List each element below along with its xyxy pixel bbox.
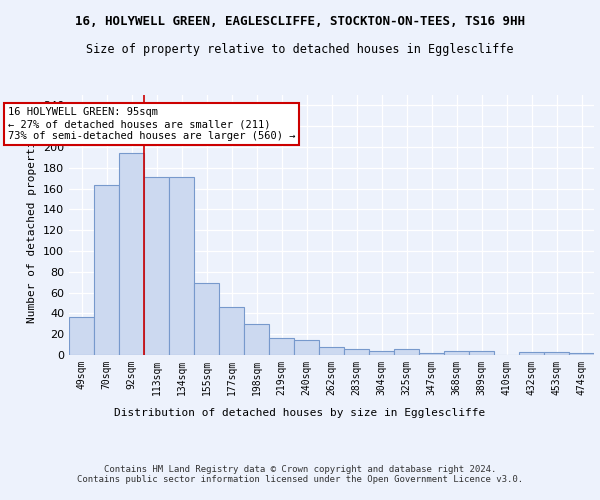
Bar (469, 351, 494, 355)
Bar (444, 351, 469, 355)
Bar (344, 349, 369, 355)
Bar (169, 177, 194, 355)
Bar (94, 186, 119, 355)
Bar (194, 283, 219, 355)
Bar (69, 316, 94, 355)
Text: Size of property relative to detached houses in Egglescliffe: Size of property relative to detached ho… (86, 42, 514, 56)
Bar (119, 153, 144, 355)
Bar (244, 324, 269, 355)
Y-axis label: Number of detached properties: Number of detached properties (28, 127, 37, 323)
Bar (219, 307, 244, 355)
Bar (544, 352, 569, 355)
Bar (394, 349, 419, 355)
Bar (419, 353, 444, 355)
Bar (269, 338, 294, 355)
Text: 16, HOLYWELL GREEN, EAGLESCLIFFE, STOCKTON-ON-TEES, TS16 9HH: 16, HOLYWELL GREEN, EAGLESCLIFFE, STOCKT… (75, 15, 525, 28)
Bar (519, 352, 544, 355)
Text: Distribution of detached houses by size in Egglescliffe: Distribution of detached houses by size … (115, 408, 485, 418)
Text: Contains HM Land Registry data © Crown copyright and database right 2024.
Contai: Contains HM Land Registry data © Crown c… (77, 465, 523, 484)
Text: 16 HOLYWELL GREEN: 95sqm
← 27% of detached houses are smaller (211)
73% of semi-: 16 HOLYWELL GREEN: 95sqm ← 27% of detach… (8, 108, 295, 140)
Bar (319, 346, 344, 355)
Bar (569, 353, 594, 355)
Bar (294, 340, 319, 355)
Bar (369, 351, 394, 355)
Bar (144, 177, 169, 355)
